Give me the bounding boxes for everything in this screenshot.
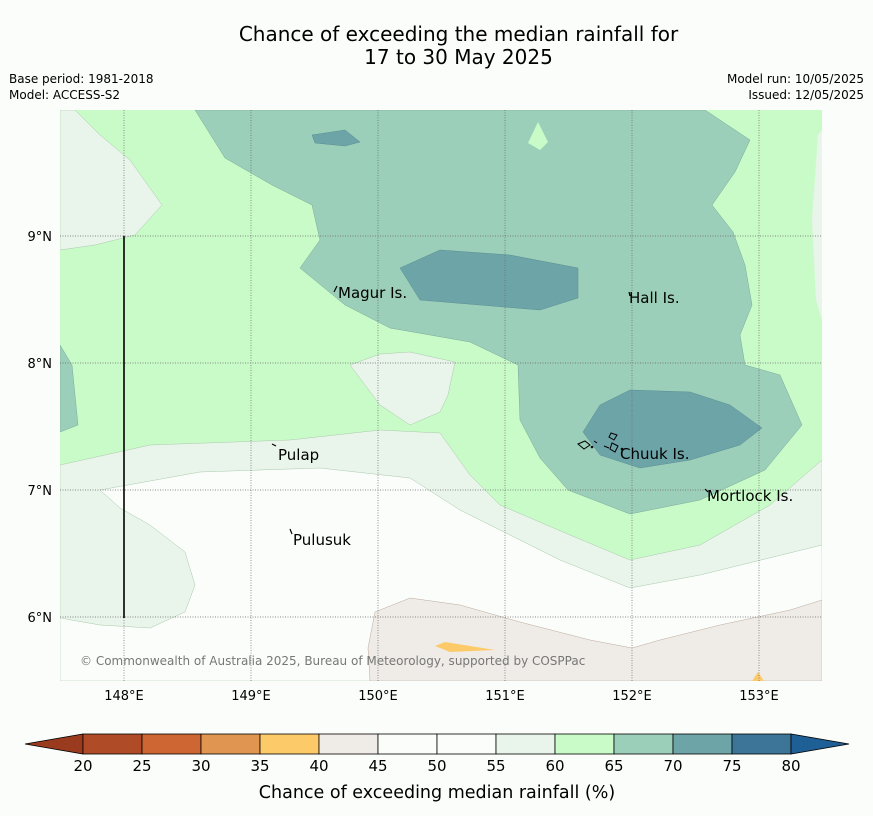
colorbar-swatch (495, 733, 556, 755)
zone-55-60-north-west (60, 110, 163, 251)
colorbar-swatch (554, 733, 615, 755)
colorbar-under-arrow (24, 733, 84, 755)
copyright-text: © Commonwealth of Australia 2025, Bureau… (80, 654, 585, 668)
lon-label: 151°E (485, 689, 525, 704)
map-title-line-1: Chance of exceeding the median rainfall … (238, 22, 679, 46)
zone-55-60-east-edge (812, 130, 822, 320)
colorbar-swatch (200, 733, 261, 755)
colorbar-label: Chance of exceeding median rainfall (%) (259, 783, 615, 803)
island-outlines (271, 285, 709, 535)
zone-45-55 (60, 467, 822, 681)
zone-70-75-chuuk (582, 389, 763, 469)
colorbar-tick-label: 70 (663, 757, 682, 775)
zone-40-45 (367, 597, 822, 681)
colorbar-tick-label: 55 (486, 757, 505, 775)
zone-55-60-central (349, 351, 456, 426)
zone-70-75-magur (399, 249, 579, 311)
colorbar-tick-label: 50 (427, 757, 446, 775)
colorbar-tick-label: 25 (132, 757, 151, 775)
colorbar-swatch (259, 733, 320, 755)
colorbar-swatch (82, 733, 143, 755)
lon-label: 152°E (612, 689, 652, 704)
place-label-pulusuk: Pulusuk (293, 531, 351, 549)
zone-70-75-small (311, 129, 361, 147)
colorbar-tick-label: 80 (781, 757, 800, 775)
colorbar-tick-label: 30 (191, 757, 210, 775)
colorbar-tick-label: 75 (722, 757, 741, 775)
colorbar-tick-label: 65 (604, 757, 623, 775)
lat-label: 7°N (28, 484, 53, 499)
lon-label: 148°E (104, 689, 144, 704)
magur-island-shape (333, 285, 338, 293)
colorbar: 20 25 30 35 40 45 50 55 60 65 70 75 80 Chance of exc… (24, 733, 850, 803)
pulusuk-island-shape (289, 528, 293, 535)
colorbar-ticks: 20 25 30 35 40 45 50 55 60 65 70 75 80 (73, 757, 800, 775)
place-label-hall: Hall Is. (629, 289, 680, 307)
lon-label: 153°E (739, 689, 779, 704)
zone-65-70-west-edge (60, 344, 79, 433)
chuuk-lagoon-islands (577, 432, 624, 453)
lat-label: 8°N (28, 357, 53, 372)
colorbar-swatch (436, 733, 497, 755)
latitude-labels: 9°N 8°N 7°N 6°N (28, 230, 53, 626)
colorbar-swatch (672, 733, 733, 755)
mortlock-island-shape (704, 488, 709, 493)
place-label-mortlock: Mortlock Is. (707, 487, 793, 505)
colorbar-swatch (141, 733, 202, 755)
meta-right: Model run: 10/05/2025 Issued: 12/05/2025 (727, 71, 864, 103)
longitude-labels: 148°E 149°E 150°E 151°E 152°E 153°E (104, 689, 779, 704)
zone-35-40-corner (752, 672, 764, 681)
zone-35-40-sliver (435, 642, 495, 652)
lat-label: 9°N (28, 230, 53, 245)
place-labels: Magur Is. Hall Is. Pulap Chuuk Is. Mortl… (278, 284, 793, 549)
colorbar-swatch (318, 733, 379, 755)
colorbar-swatch (377, 733, 438, 755)
place-label-chuuk: Chuuk Is. (620, 445, 689, 463)
zone-60-65-notch (528, 122, 548, 150)
lon-label: 150°E (358, 689, 398, 704)
base-period-text: Base period: 1981-2018 (9, 72, 154, 86)
colorbar-swatches (82, 733, 792, 755)
model-text: Model: ACCESS-S2 (9, 88, 121, 102)
lat-label: 6°N (28, 611, 53, 626)
colorbar-tick-label: 40 (309, 757, 328, 775)
meta-left: Base period: 1981-2018 Model: ACCESS-S2 (9, 71, 154, 103)
model-run-text: Model run: 10/05/2025 (726, 72, 864, 86)
colorbar-over-arrow (790, 733, 850, 755)
colorbar-tick-label: 60 (545, 757, 564, 775)
place-label-magur: Magur Is. (338, 284, 407, 302)
pulap-island-shape (271, 443, 277, 447)
issued-text: Issued: 12/05/2025 (748, 88, 864, 102)
colorbar-tick-label: 20 (73, 757, 92, 775)
place-label-pulap: Pulap (278, 446, 319, 464)
map-title-line-2: 17 to 30 May 2025 (364, 45, 553, 69)
graticule (60, 110, 822, 681)
colorbar-swatch (731, 733, 792, 755)
colorbar-tick-label: 45 (368, 757, 387, 775)
rainfall-map: © Commonwealth of Australia 2025, Bureau… (60, 110, 822, 681)
colorbar-tick-label: 35 (250, 757, 269, 775)
lon-label: 149°E (231, 689, 271, 704)
hall-island-shape (628, 291, 631, 297)
colorbar-swatch (613, 733, 674, 755)
